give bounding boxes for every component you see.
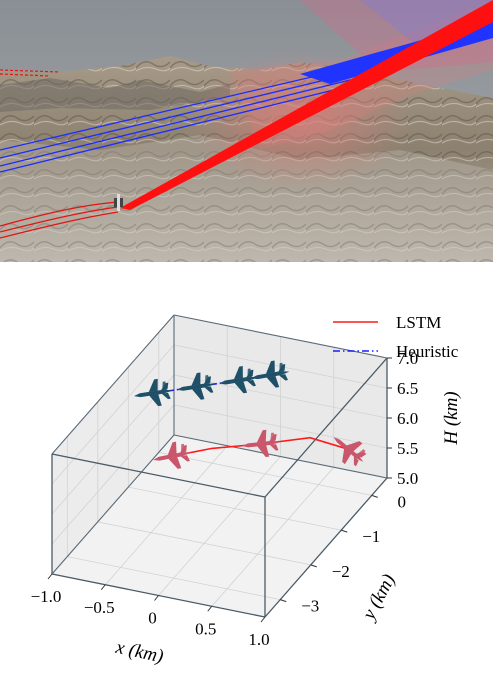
z-tick-label: 6.0 (397, 409, 418, 428)
x-tick-mark (47, 573, 53, 580)
y-axis-label: y (km) (358, 571, 400, 625)
heuristic-trajectory-tubes (0, 67, 351, 173)
z-axis-label: H (km) (441, 391, 462, 445)
frame-edge (173, 434, 388, 479)
x-tick-mark (207, 605, 213, 612)
aircraft-lstm (241, 429, 281, 458)
legend: LSTM Heuristic (333, 313, 459, 361)
y-tick-mark (280, 599, 287, 603)
x-tick-label: −1.0 (31, 587, 62, 606)
x-tick-mark (100, 584, 106, 591)
lstm-trajectory-tubes (0, 69, 119, 239)
y-tick-label: 0 (398, 492, 407, 511)
z-tick-label: 6.5 (397, 379, 418, 398)
frame-edge (51, 314, 175, 455)
trajectory-plot: −1.0 −0.5 0 0.5 1.0 −3 −2 −1 0 5.0 5.5 6.0 6.5 7.0 x (… (0, 262, 493, 700)
z-tick-label: 5.0 (397, 469, 418, 488)
aircraft-lstm (153, 441, 192, 469)
aircraft-heuristic (219, 366, 258, 394)
frame-edge (264, 477, 388, 618)
series-layer (133, 360, 367, 469)
axes-frame-front (51, 357, 388, 618)
terrain-scene (0, 0, 493, 262)
y-tick-label: −2 (332, 562, 350, 581)
aircraft-heuristic (251, 360, 290, 388)
frame-edge (51, 434, 175, 575)
x-tick-label: 0.5 (195, 619, 216, 638)
frame-edge (51, 453, 266, 498)
y-tick-mark (310, 564, 317, 568)
z-tick-label: 7.0 (397, 349, 418, 368)
aircraft-lstm (333, 437, 367, 467)
z-tick-label: 5.5 (397, 439, 418, 458)
x-tick-label: −0.5 (84, 598, 115, 617)
y-tick-mark (371, 494, 378, 498)
aircraft-heuristic (176, 372, 215, 400)
aircraft-marker (114, 194, 123, 211)
lstm-beam (120, 0, 493, 210)
x-tick-label: 0 (148, 609, 157, 628)
x-axis-label: x (km) (113, 637, 165, 668)
y-tick-mark (341, 529, 348, 533)
legend-label-heuristic: Heuristic (396, 342, 459, 361)
x-tick-mark (260, 616, 266, 623)
terrain-illustration (0, 0, 493, 262)
frame-edge (264, 357, 388, 498)
chart-svg: −1.0 −0.5 0 0.5 1.0 −3 −2 −1 0 5.0 5.5 6.0 6.5 7.0 x (… (31, 313, 462, 668)
y-tick-label: −3 (301, 597, 319, 616)
x-tick-mark (154, 595, 159, 601)
radar-cone (300, 0, 493, 72)
aircraft-heuristic (133, 378, 173, 407)
y-tick-label: −1 (362, 527, 380, 546)
x-tick-label: 1.0 (248, 630, 269, 649)
legend-label-lstm: LSTM (396, 313, 441, 332)
